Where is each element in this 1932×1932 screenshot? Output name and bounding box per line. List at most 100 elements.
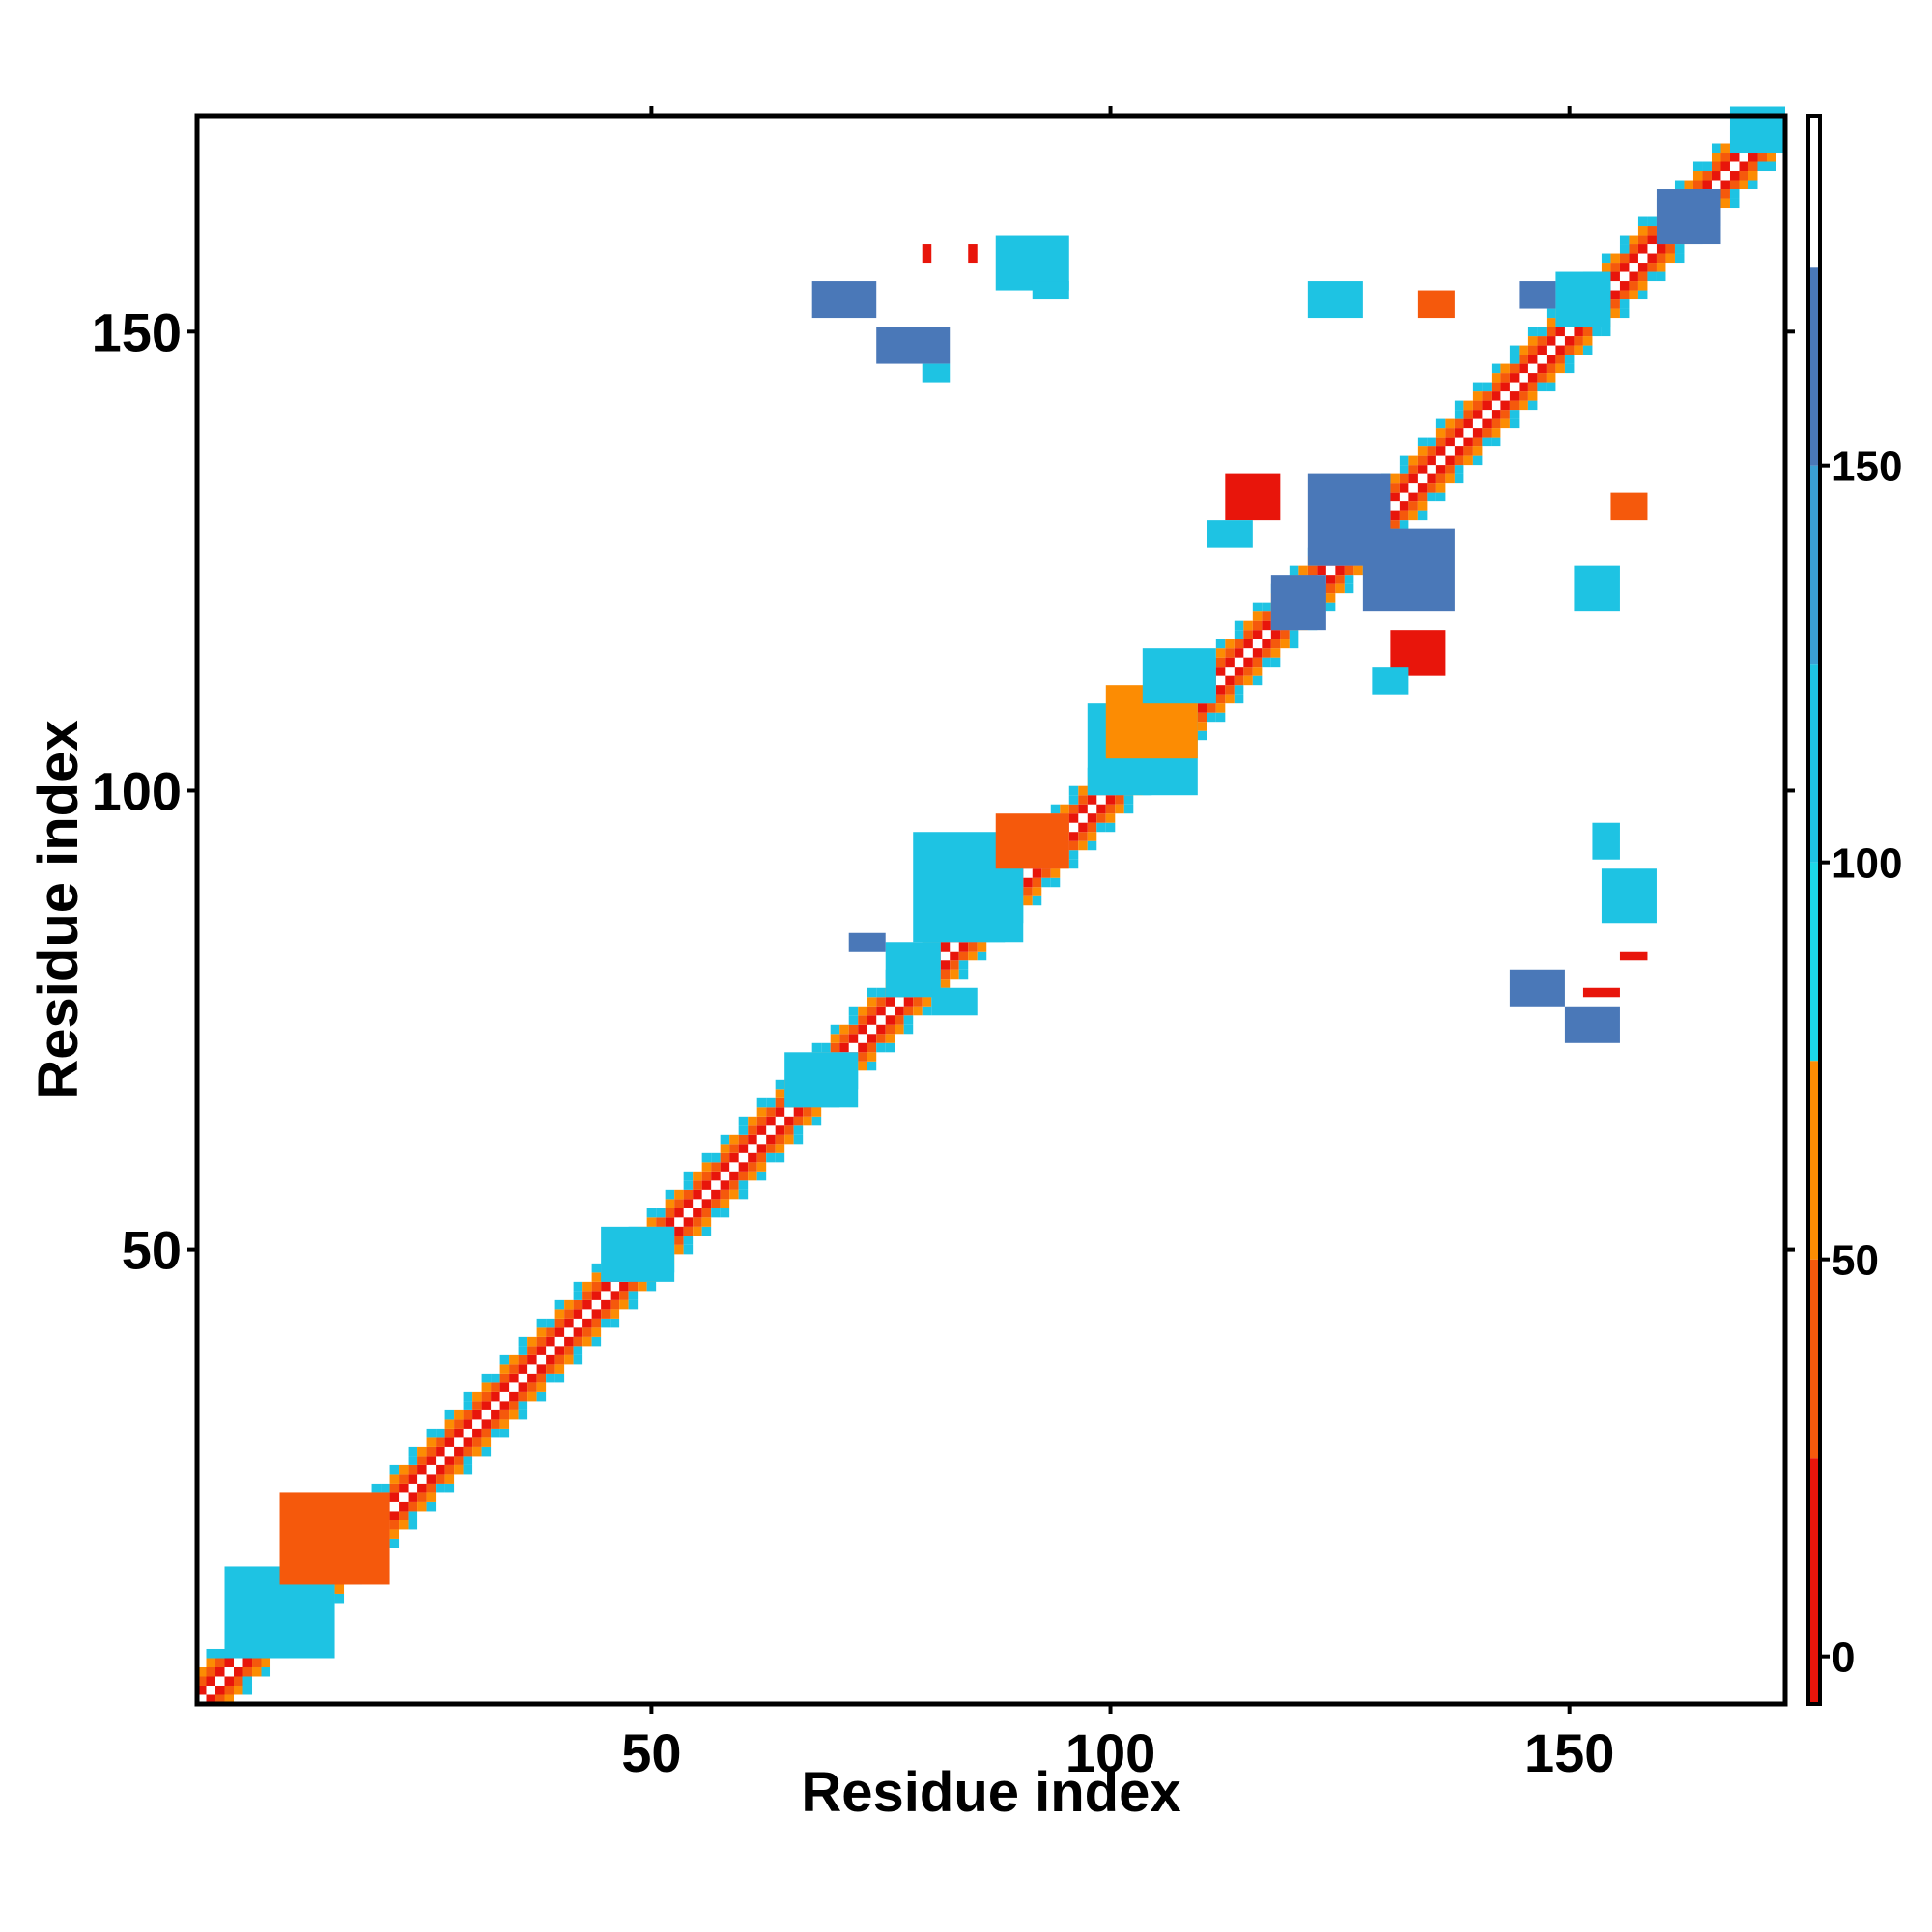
heatmap-cell <box>215 1648 225 1659</box>
heatmap-cell <box>756 1152 767 1163</box>
heatmap-cell <box>610 1309 620 1319</box>
heatmap-cell <box>858 1024 867 1035</box>
heatmap-cell <box>729 1134 739 1145</box>
heatmap-cell <box>417 1483 427 1493</box>
heatmap-cell <box>1068 795 1079 805</box>
heatmap-cell <box>683 1171 694 1181</box>
heatmap-cell <box>252 1666 262 1677</box>
heatmap-cell <box>1619 290 1630 300</box>
heatmap-cell <box>638 1281 647 1292</box>
heatmap-cell <box>234 1666 243 1677</box>
heatmap-cell <box>940 960 951 970</box>
heatmap-cell <box>766 1134 776 1145</box>
heatmap-cell <box>775 1097 785 1108</box>
heatmap-cell <box>858 1006 867 1016</box>
heatmap-cell <box>738 1134 749 1145</box>
heatmap-cell <box>582 1291 592 1300</box>
heatmap-cell <box>756 1162 767 1172</box>
heatmap-cell <box>1289 565 1299 576</box>
heatmap-region <box>876 327 951 364</box>
heatmap-region <box>1519 281 1556 309</box>
heatmap-cell <box>527 1354 537 1365</box>
heatmap-cell <box>491 1409 500 1420</box>
heatmap-cell <box>573 1336 583 1347</box>
heatmap-cell <box>1684 180 1693 190</box>
heatmap-cell <box>738 1189 749 1200</box>
heatmap-cell <box>1417 492 1428 502</box>
colorbar-band <box>1808 267 1820 466</box>
heatmap-cell <box>1270 639 1281 649</box>
heatmap-cell <box>215 1666 225 1677</box>
heatmap-cell <box>472 1446 482 1457</box>
heatmap-cell <box>1197 703 1208 713</box>
heatmap-cell <box>729 1144 739 1153</box>
heatmap-cell <box>1739 171 1748 181</box>
heatmap-cell <box>242 1685 253 1695</box>
heatmap-cell <box>628 1291 639 1300</box>
heatmap-cell <box>876 997 886 1007</box>
heatmap-cell <box>1711 143 1721 154</box>
heatmap-region <box>1362 528 1455 612</box>
heatmap-cell <box>1417 465 1428 474</box>
heatmap-region <box>601 1226 675 1282</box>
heatmap-cell <box>1262 639 1271 649</box>
heatmap-cell <box>903 1024 914 1035</box>
heatmap-cell <box>1280 630 1290 639</box>
heatmap-cell <box>1207 712 1216 723</box>
heatmap-cell <box>628 1281 639 1292</box>
heatmap-cell <box>1527 336 1538 346</box>
heatmap-cell <box>940 979 951 988</box>
heatmap-cell <box>711 1189 721 1200</box>
heatmap-cell <box>1335 565 1345 576</box>
heatmap-cell <box>1729 198 1740 209</box>
heatmap-cell <box>1509 373 1520 383</box>
heatmap-cell <box>738 1125 749 1135</box>
heatmap-cell <box>408 1511 418 1520</box>
heatmap-cell <box>1325 602 1336 612</box>
heatmap-cell <box>408 1446 418 1457</box>
heatmap-cell <box>1555 363 1565 374</box>
heatmap-region <box>968 244 978 264</box>
heatmap-cell <box>436 1464 445 1475</box>
heatmap-cell <box>1491 391 1501 401</box>
heatmap-cell <box>1647 271 1657 282</box>
heatmap-cell <box>564 1309 574 1319</box>
heatmap-cell <box>444 1419 455 1429</box>
heatmap-cell <box>426 1483 437 1493</box>
heatmap-cell <box>546 1354 555 1365</box>
heatmap-cell <box>436 1483 445 1493</box>
heatmap-cell <box>1637 290 1648 300</box>
heatmap-cell <box>1399 473 1409 484</box>
heatmap-cell <box>481 1428 492 1438</box>
heatmap-cell <box>1298 565 1308 576</box>
heatmap-region <box>931 987 978 1016</box>
heatmap-cell <box>472 1428 482 1438</box>
heatmap-cell <box>1234 685 1244 695</box>
heatmap-cell <box>1417 501 1428 511</box>
heatmap-cell <box>408 1492 418 1502</box>
heatmap-cell <box>1445 428 1455 438</box>
heatmap-cell <box>601 1318 611 1328</box>
heatmap-cell <box>821 1042 831 1053</box>
heatmap-cell <box>1078 795 1088 805</box>
heatmap-cell <box>546 1364 555 1374</box>
heatmap-cell <box>775 1079 785 1090</box>
heatmap-cell <box>536 1382 547 1392</box>
heatmap-cell <box>1068 813 1079 823</box>
heatmap-region <box>1270 575 1326 631</box>
heatmap-cell <box>1491 382 1501 392</box>
heatmap-cell <box>1747 153 1758 162</box>
heatmap-cell <box>527 1382 537 1392</box>
heatmap-cell <box>683 1217 694 1227</box>
heatmap-cell <box>1702 171 1712 181</box>
heatmap-cell <box>499 1364 510 1374</box>
heatmap-cell <box>1399 465 1409 474</box>
heatmap-cell <box>1656 244 1666 254</box>
heatmap-cell <box>1729 153 1740 162</box>
heatmap-cell <box>1574 336 1583 346</box>
heatmap-cell <box>1115 795 1124 805</box>
heatmap-cell <box>261 1658 271 1667</box>
colorbar <box>1806 114 1822 1706</box>
heatmap-cell <box>1427 446 1436 456</box>
heatmap-cell <box>1509 355 1520 364</box>
